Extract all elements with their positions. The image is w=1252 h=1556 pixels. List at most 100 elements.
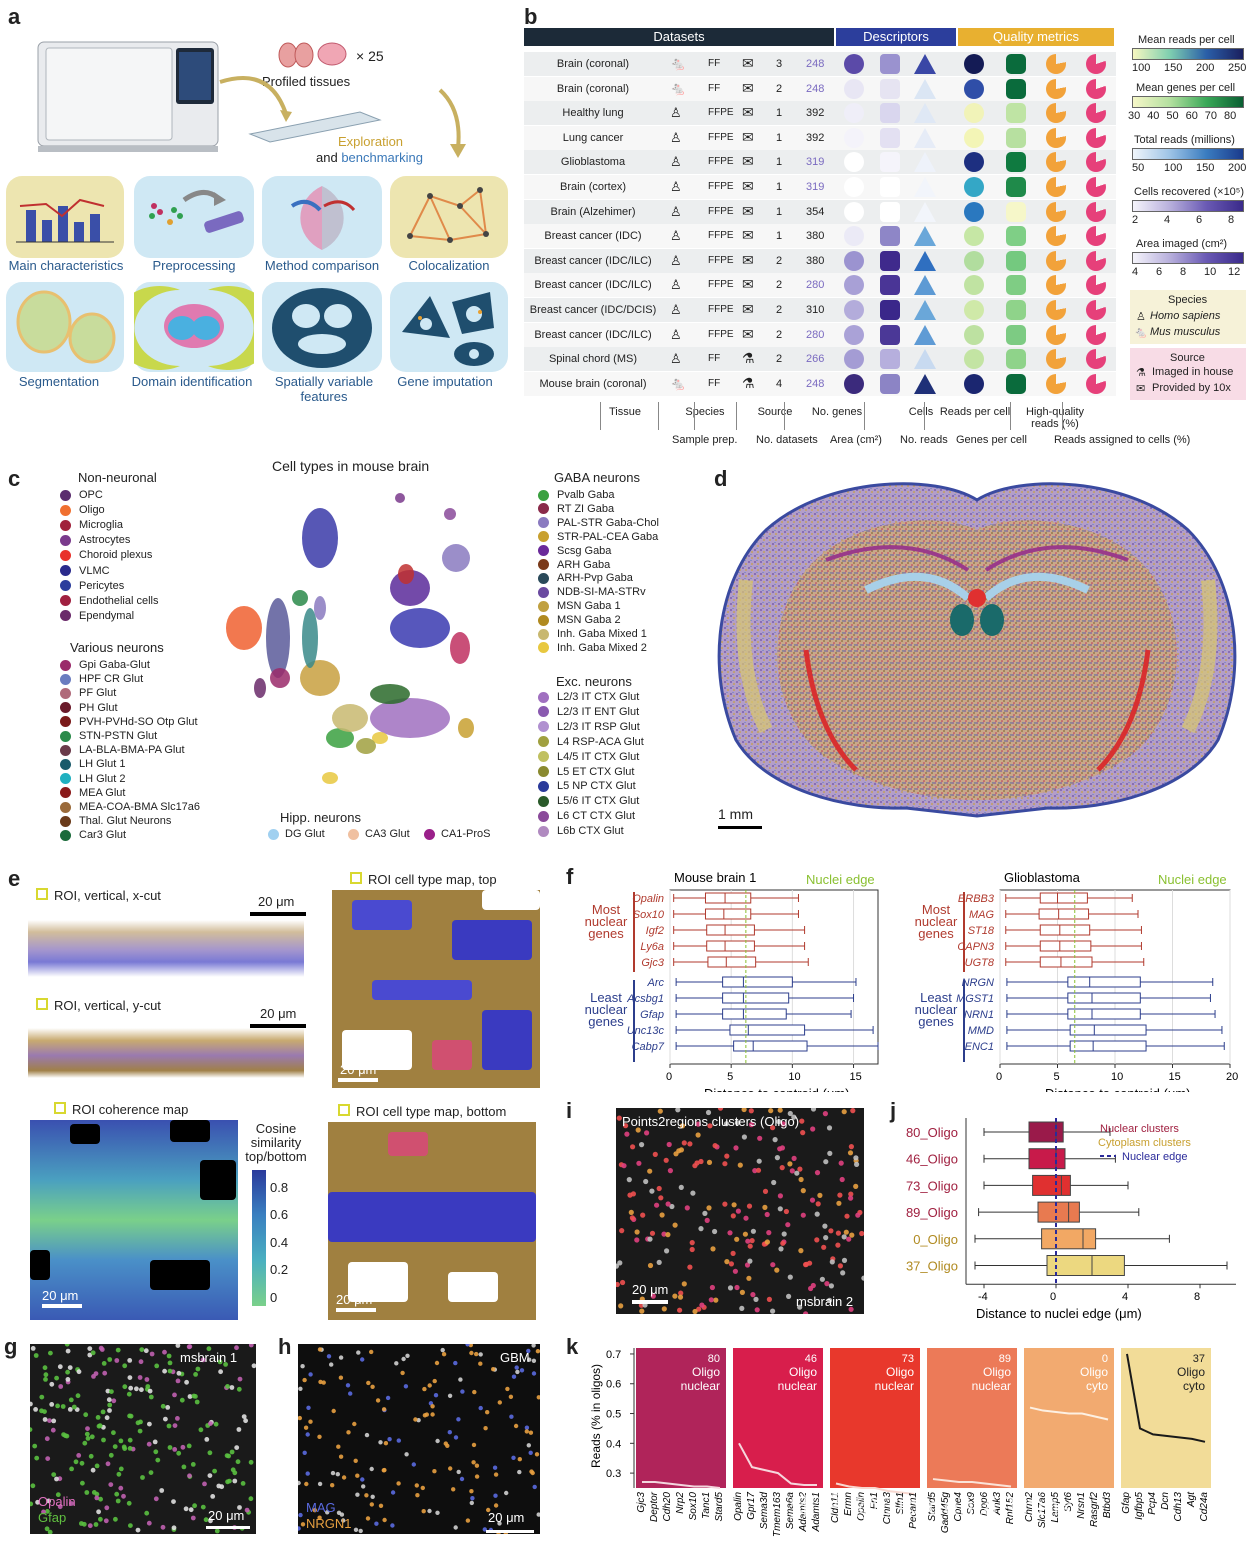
reads-triangle	[914, 373, 936, 394]
signal-dot	[84, 1490, 90, 1495]
signal-dot	[493, 1503, 499, 1508]
signal-dot	[338, 1454, 344, 1459]
legend-item: LH Glut 2	[60, 772, 125, 786]
gene-label: Ly6a	[640, 941, 664, 953]
legend-label: L2/3 IT CTX Glut	[557, 691, 640, 703]
legend-item: Scsg Gaba	[538, 544, 611, 558]
signal-dot	[435, 1438, 440, 1444]
prep-cell: FF	[708, 58, 721, 69]
legend-cyto: Cytoplasm clusters	[1098, 1137, 1191, 1149]
signal-dot	[225, 1479, 231, 1485]
signal-dot	[308, 1419, 313, 1424]
legend-label: NDB-SI-MA-STRv	[557, 586, 646, 599]
scalebar-e2	[250, 1024, 306, 1028]
human-icon: ♙	[670, 129, 682, 145]
group-label-least: Least	[590, 990, 622, 1005]
n-genes-cell: 280	[806, 328, 825, 341]
reads-per-cell-circle	[964, 127, 984, 148]
signal-dot	[776, 1119, 782, 1125]
legend-total-reads-title: Total reads (millions)	[1134, 134, 1235, 146]
signal-dot	[620, 1279, 626, 1286]
cluster-label: Oligo	[789, 1365, 817, 1379]
panel-i-title: Points2regions clusters (Oligo)	[622, 1114, 800, 1129]
signal-dot	[770, 1308, 776, 1314]
signal-dot	[118, 1438, 124, 1444]
box	[722, 992, 790, 1004]
signal-dot	[101, 1361, 107, 1366]
signal-dot	[390, 1523, 395, 1528]
header-descriptors: Descriptors	[836, 28, 956, 46]
y-tick-label: 0.6	[606, 1379, 621, 1391]
signal-dot	[497, 1521, 502, 1526]
signal-dot	[827, 1150, 833, 1156]
cluster-id: 73	[902, 1353, 914, 1365]
signal-dot	[163, 1416, 168, 1422]
legend-label: L6b CTX Glut	[557, 825, 624, 838]
signal-dot	[71, 1404, 77, 1410]
umap-cluster	[398, 564, 414, 584]
legend-item: HPF CR Glut	[60, 672, 143, 686]
signal-dot	[175, 1416, 180, 1421]
signal-dot	[369, 1502, 374, 1507]
prep-cell: FFPE	[708, 107, 734, 119]
signal-dot	[656, 1185, 662, 1192]
signal-dot	[734, 1120, 740, 1126]
roi-y-cut-image	[28, 1028, 304, 1078]
legend-label: HPF CR Glut	[79, 673, 144, 686]
hq-reads-pie	[1046, 250, 1066, 271]
signal-dot	[814, 1237, 820, 1243]
signal-dot	[89, 1434, 95, 1440]
signal-dot	[497, 1400, 502, 1405]
umap-cluster	[442, 544, 470, 572]
signal-dot	[413, 1417, 418, 1422]
signal-dot	[650, 1293, 656, 1299]
card-label-domain-identification: Domain identification	[131, 374, 253, 389]
signal-dot	[65, 1348, 71, 1354]
signal-dot	[166, 1423, 172, 1429]
legend-label: STR-PAL-CEA Gaba	[557, 530, 659, 543]
signal-dot	[859, 1230, 865, 1237]
reads-per-cell-circle	[964, 103, 984, 124]
dataset-row: Breast cancer (IDC/DCIS) ♙ FFPE ✉ 2 310	[524, 298, 1116, 322]
cbar-tick: 0.6	[270, 1207, 289, 1223]
signal-dot	[435, 1510, 440, 1515]
signal-dot	[618, 1303, 624, 1309]
legend-dot	[60, 801, 71, 813]
legend-human-icon: ♙	[1136, 311, 1146, 323]
scalebar-d	[718, 826, 762, 829]
cluster-label: Oligo	[983, 1365, 1011, 1379]
gene-tick-label: Stard5	[927, 1492, 938, 1522]
signal-dot	[111, 1398, 117, 1404]
signal-dot	[41, 1509, 46, 1515]
signal-dot	[39, 1408, 44, 1414]
prep-cell: FF	[708, 82, 721, 94]
legend-mean-reads-title: Mean reads per cell	[1138, 34, 1235, 46]
reads-per-cell-circle	[964, 324, 984, 345]
signal-dot	[850, 1108, 856, 1114]
signal-dot	[107, 1357, 113, 1362]
legend-dot	[60, 716, 71, 728]
signal-dot	[298, 1386, 303, 1391]
panel-h-nrgn: NRGN1	[306, 1516, 352, 1531]
signal-dot	[469, 1350, 474, 1356]
umap-cluster	[370, 698, 450, 738]
signal-dot	[375, 1398, 381, 1403]
reads-triangle	[914, 250, 936, 271]
signal-dot	[734, 1236, 740, 1242]
mouse-icon: 🐁	[670, 375, 687, 391]
legend-dot	[538, 489, 549, 501]
legend-item: CA3 Glut	[348, 828, 410, 840]
umap-cluster	[322, 772, 338, 784]
cells-circle	[844, 300, 864, 320]
signal-dot	[835, 1230, 841, 1236]
signal-dot	[675, 1107, 681, 1113]
signal-dot	[451, 1487, 456, 1492]
exc-title: Exc. neurons	[556, 674, 632, 689]
genes-per-cell-square	[1006, 103, 1026, 124]
signal-dot	[486, 1507, 491, 1513]
legend-item: LA-BLA-BMA-PA Glut	[60, 743, 185, 757]
panel-label-d: d	[714, 466, 728, 491]
umap-cluster	[254, 678, 266, 698]
signal-dot	[744, 1262, 751, 1268]
signal-dot	[225, 1384, 230, 1389]
